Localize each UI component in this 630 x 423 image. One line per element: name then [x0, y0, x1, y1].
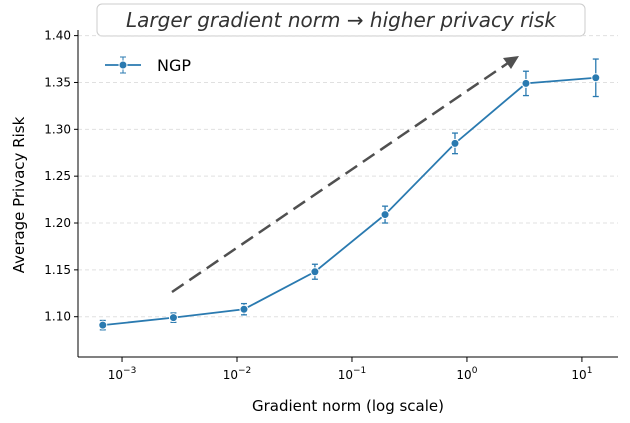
data-point — [98, 320, 108, 330]
y-tick-label: 1.40 — [44, 29, 71, 43]
tick-exponent: 0 — [472, 366, 478, 376]
y-tick-label: 1.25 — [44, 169, 71, 183]
tick-exponent: 1 — [587, 366, 593, 376]
tick-exponent: −2 — [238, 366, 251, 376]
y-axis-label: Average Privacy Risk — [10, 116, 28, 273]
x-tick-label: 10−1 — [338, 366, 367, 382]
x-tick-label: 10−3 — [108, 366, 137, 382]
data-point — [521, 78, 531, 88]
x-tick-label: 101 — [571, 366, 592, 382]
y-tick-label: 1.35 — [44, 75, 71, 89]
legend-marker — [118, 60, 128, 70]
y-tick-label: 1.15 — [44, 263, 71, 277]
y-tick-label: 1.30 — [44, 122, 71, 136]
series-line — [102, 76, 596, 327]
tick-base: 10 — [108, 368, 123, 382]
x-tick-label: 10−2 — [223, 366, 252, 382]
trend-arrow — [171, 61, 509, 294]
data-point — [380, 210, 390, 220]
tick-exponent: −3 — [123, 366, 136, 376]
data-point — [450, 138, 460, 148]
chart-title: Larger gradient norm → higher privacy ri… — [126, 8, 557, 32]
y-tick-label: 1.10 — [44, 310, 71, 324]
data-point — [591, 73, 601, 83]
tick-base: 10 — [571, 368, 586, 382]
tick-base: 10 — [338, 368, 353, 382]
y-tick-label: 1.20 — [44, 216, 71, 230]
data-point — [239, 304, 249, 314]
tick-base: 10 — [223, 368, 238, 382]
legend-label: NGP — [157, 56, 191, 75]
tick-base: 10 — [456, 368, 471, 382]
data-point — [168, 313, 178, 323]
x-axis-label: Gradient norm (log scale) — [252, 397, 444, 415]
arrow-head — [503, 56, 519, 69]
x-tick-label: 100 — [456, 366, 477, 382]
tick-exponent: −1 — [353, 366, 366, 376]
data-point — [310, 267, 320, 277]
